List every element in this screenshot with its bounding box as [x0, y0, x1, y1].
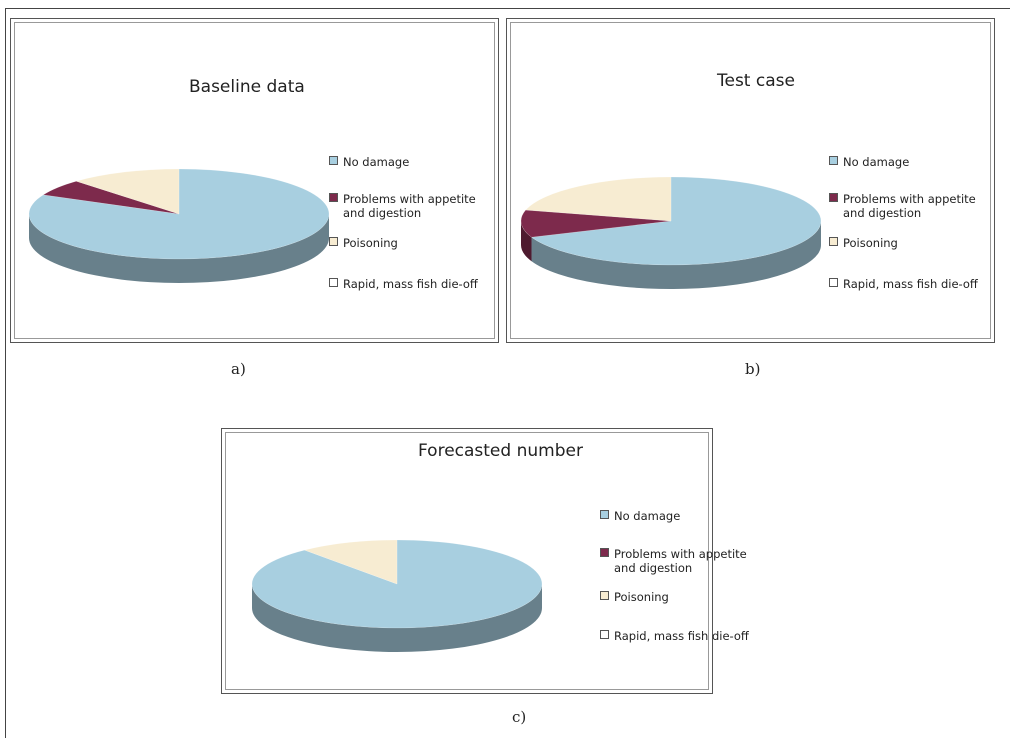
pie-side: [29, 214, 329, 283]
figure-frame: [5, 8, 1010, 738]
pie-side: [521, 221, 821, 290]
pie-slice: [28, 168, 330, 260]
pie-side: [252, 584, 542, 652]
legend-swatch: [829, 237, 838, 246]
legend-swatch: [600, 630, 609, 639]
chart-title: Test case: [717, 71, 795, 91]
legend-item: Poisoning: [600, 590, 669, 604]
legend-item: Rapid, mass fish die-off: [329, 277, 478, 291]
pie-chart: [520, 176, 822, 290]
legend-swatch: [829, 156, 838, 165]
pie-slice: [75, 168, 180, 215]
plot-area-border: [225, 432, 709, 690]
legend-label: Problems with appetite and digestion: [343, 192, 476, 220]
pie-top: [28, 168, 330, 260]
chart-title: Forecasted number: [418, 441, 583, 461]
legend-item: Problems with appetite and digestion: [600, 547, 747, 575]
pie-slice: [520, 209, 672, 238]
pie-slice-side: [29, 214, 329, 283]
pie-slice: [530, 176, 822, 266]
legend-swatch: [829, 278, 838, 287]
legend-item: No damage: [329, 155, 409, 169]
legend-swatch: [600, 591, 609, 600]
legend-item: Poisoning: [829, 236, 898, 250]
legend-label: Poisoning: [343, 236, 398, 250]
legend-item: Rapid, mass fish die-off: [600, 629, 749, 643]
legend-item: Problems with appetite and digestion: [829, 192, 976, 220]
legend-label: Rapid, mass fish die-off: [614, 629, 749, 643]
legend-item: No damage: [600, 509, 680, 523]
chart-panel-baseline: Baseline data No damage Problems with ap…: [10, 18, 499, 343]
legend-swatch: [329, 193, 338, 202]
plot-area-border: [14, 22, 495, 339]
legend-swatch: [829, 193, 838, 202]
caption-c: c): [512, 708, 527, 726]
legend-swatch: [329, 156, 338, 165]
legend-swatch: [329, 278, 338, 287]
pie-top: [251, 539, 543, 629]
plot-area-border: [510, 22, 991, 339]
pie-slice: [525, 176, 672, 222]
pie-top: [520, 176, 822, 266]
pie-chart: [28, 168, 330, 283]
legend-label: Rapid, mass fish die-off: [343, 277, 478, 291]
caption-b: b): [745, 360, 761, 378]
pie-slice-side: [521, 221, 532, 262]
chart-panel-test-case: Test case No damage Problems with appeti…: [506, 18, 995, 343]
pie-chart: [251, 539, 543, 652]
caption-a: a): [231, 360, 246, 378]
pie-slice: [42, 180, 180, 215]
legend-label: Poisoning: [843, 236, 898, 250]
chart-title: Baseline data: [189, 77, 305, 97]
legend-label: Rapid, mass fish die-off: [843, 277, 978, 291]
legend-item: Rapid, mass fish die-off: [829, 277, 978, 291]
legend-item: Problems with appetite and digestion: [329, 192, 476, 220]
legend-item: No damage: [829, 155, 909, 169]
legend-label: Poisoning: [614, 590, 669, 604]
legend-swatch: [329, 237, 338, 246]
legend-label: No damage: [843, 155, 910, 169]
legend-label: No damage: [343, 155, 410, 169]
legend-label: No damage: [614, 509, 681, 523]
pie-slice: [303, 539, 398, 585]
pie-slice-side: [531, 221, 821, 290]
pie-slice: [251, 539, 543, 629]
legend-swatch: [600, 510, 609, 519]
legend-label: Problems with appetite and digestion: [614, 547, 747, 575]
pie-slice-side: [252, 584, 542, 652]
legend-label: Problems with appetite and digestion: [843, 192, 976, 220]
chart-panel-forecasted: Forecasted number No damage Problems wit…: [221, 428, 749, 694]
legend-swatch: [600, 548, 609, 557]
legend-item: Poisoning: [329, 236, 398, 250]
